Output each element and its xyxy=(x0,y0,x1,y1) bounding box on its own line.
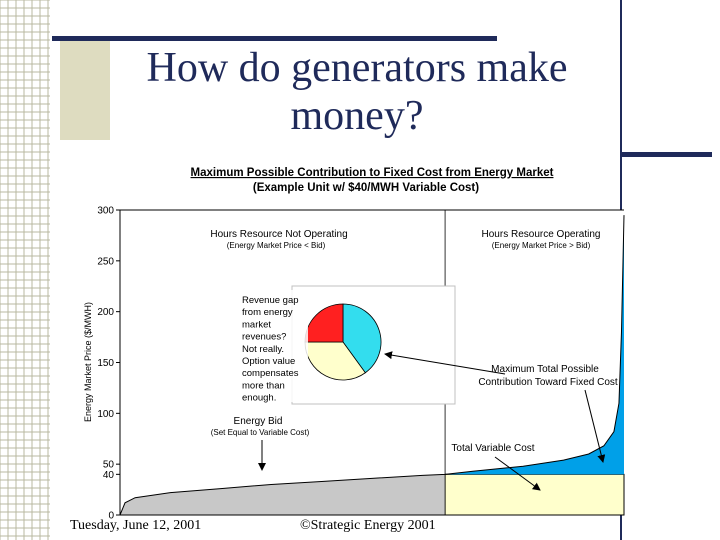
decorative-grid-pattern xyxy=(0,0,50,540)
max-contribution-label-line-2: Contribution Toward Fixed Cost xyxy=(478,377,618,388)
y-tick-label: 150 xyxy=(97,358,114,369)
energy-bid-label: Energy Bid xyxy=(234,416,283,427)
y-tick-label: 300 xyxy=(97,206,114,217)
region-label-not-operating: Hours Resource Not Operating xyxy=(210,229,347,240)
region-note-not-operating: (Energy Market Price < Bid) xyxy=(227,241,326,250)
y-tick-label: 0 xyxy=(108,511,114,522)
revenue-gap-text-line: Revenue gap xyxy=(242,295,299,306)
footer-copyright: ©Strategic Energy 2001 xyxy=(300,518,436,533)
total-variable-cost-label: Total Variable Cost xyxy=(451,443,534,454)
region-label-operating: Hours Resource Operating xyxy=(482,229,601,240)
y-axis-label: Energy Market Price ($/MWH) xyxy=(83,302,93,422)
region-note-operating: (Energy Market Price > Bid) xyxy=(492,241,591,250)
y-tick-label: 50 xyxy=(103,460,115,471)
chart-title: Maximum Possible Contribution to Fixed C… xyxy=(191,167,554,179)
operating-variable-cost-region xyxy=(444,473,625,516)
y-tick-label: 100 xyxy=(97,409,114,420)
revenue-gap-text-line: Option value xyxy=(242,356,295,367)
non-operating-price-area xyxy=(120,474,446,515)
revenue-gap-text-line: more than xyxy=(242,380,285,391)
energy-bid-note: (Set Equal to Variable Cost) xyxy=(211,428,310,437)
revenue-gap-text-line: market xyxy=(242,319,271,330)
max-contribution-label-line-1: Maximum Total Possible xyxy=(491,364,599,375)
revenue-gap-text-background xyxy=(236,290,308,402)
pie-slice xyxy=(342,303,382,374)
max-contribution-arrow xyxy=(584,389,606,463)
y-tick-label: 200 xyxy=(97,307,114,318)
y-tick-label: 250 xyxy=(97,256,114,267)
revenue-gap-text-line: enough. xyxy=(242,393,276,404)
decorative-right-bar xyxy=(620,152,712,157)
footer-date: Tuesday, June 12, 2001 xyxy=(70,518,202,533)
pie-pointer-arrow xyxy=(384,351,506,375)
contribution-area xyxy=(445,215,624,475)
chart-subtitle: (Example Unit w/ $40/MWH Variable Cost) xyxy=(253,182,479,194)
revenue-gap-text-line: Not really. xyxy=(242,344,284,355)
total-variable-cost-arrow xyxy=(494,456,541,491)
y-tick-label: 40 xyxy=(103,470,115,481)
decorative-square xyxy=(60,40,110,140)
revenue-gap-text-line: revenues? xyxy=(242,332,286,343)
slide-title: How do generators make money? xyxy=(146,45,568,139)
revenue-gap-text-line: from energy xyxy=(242,307,293,318)
decorative-top-bar xyxy=(52,36,497,41)
revenue-gap-text-line: compensates xyxy=(242,368,299,379)
